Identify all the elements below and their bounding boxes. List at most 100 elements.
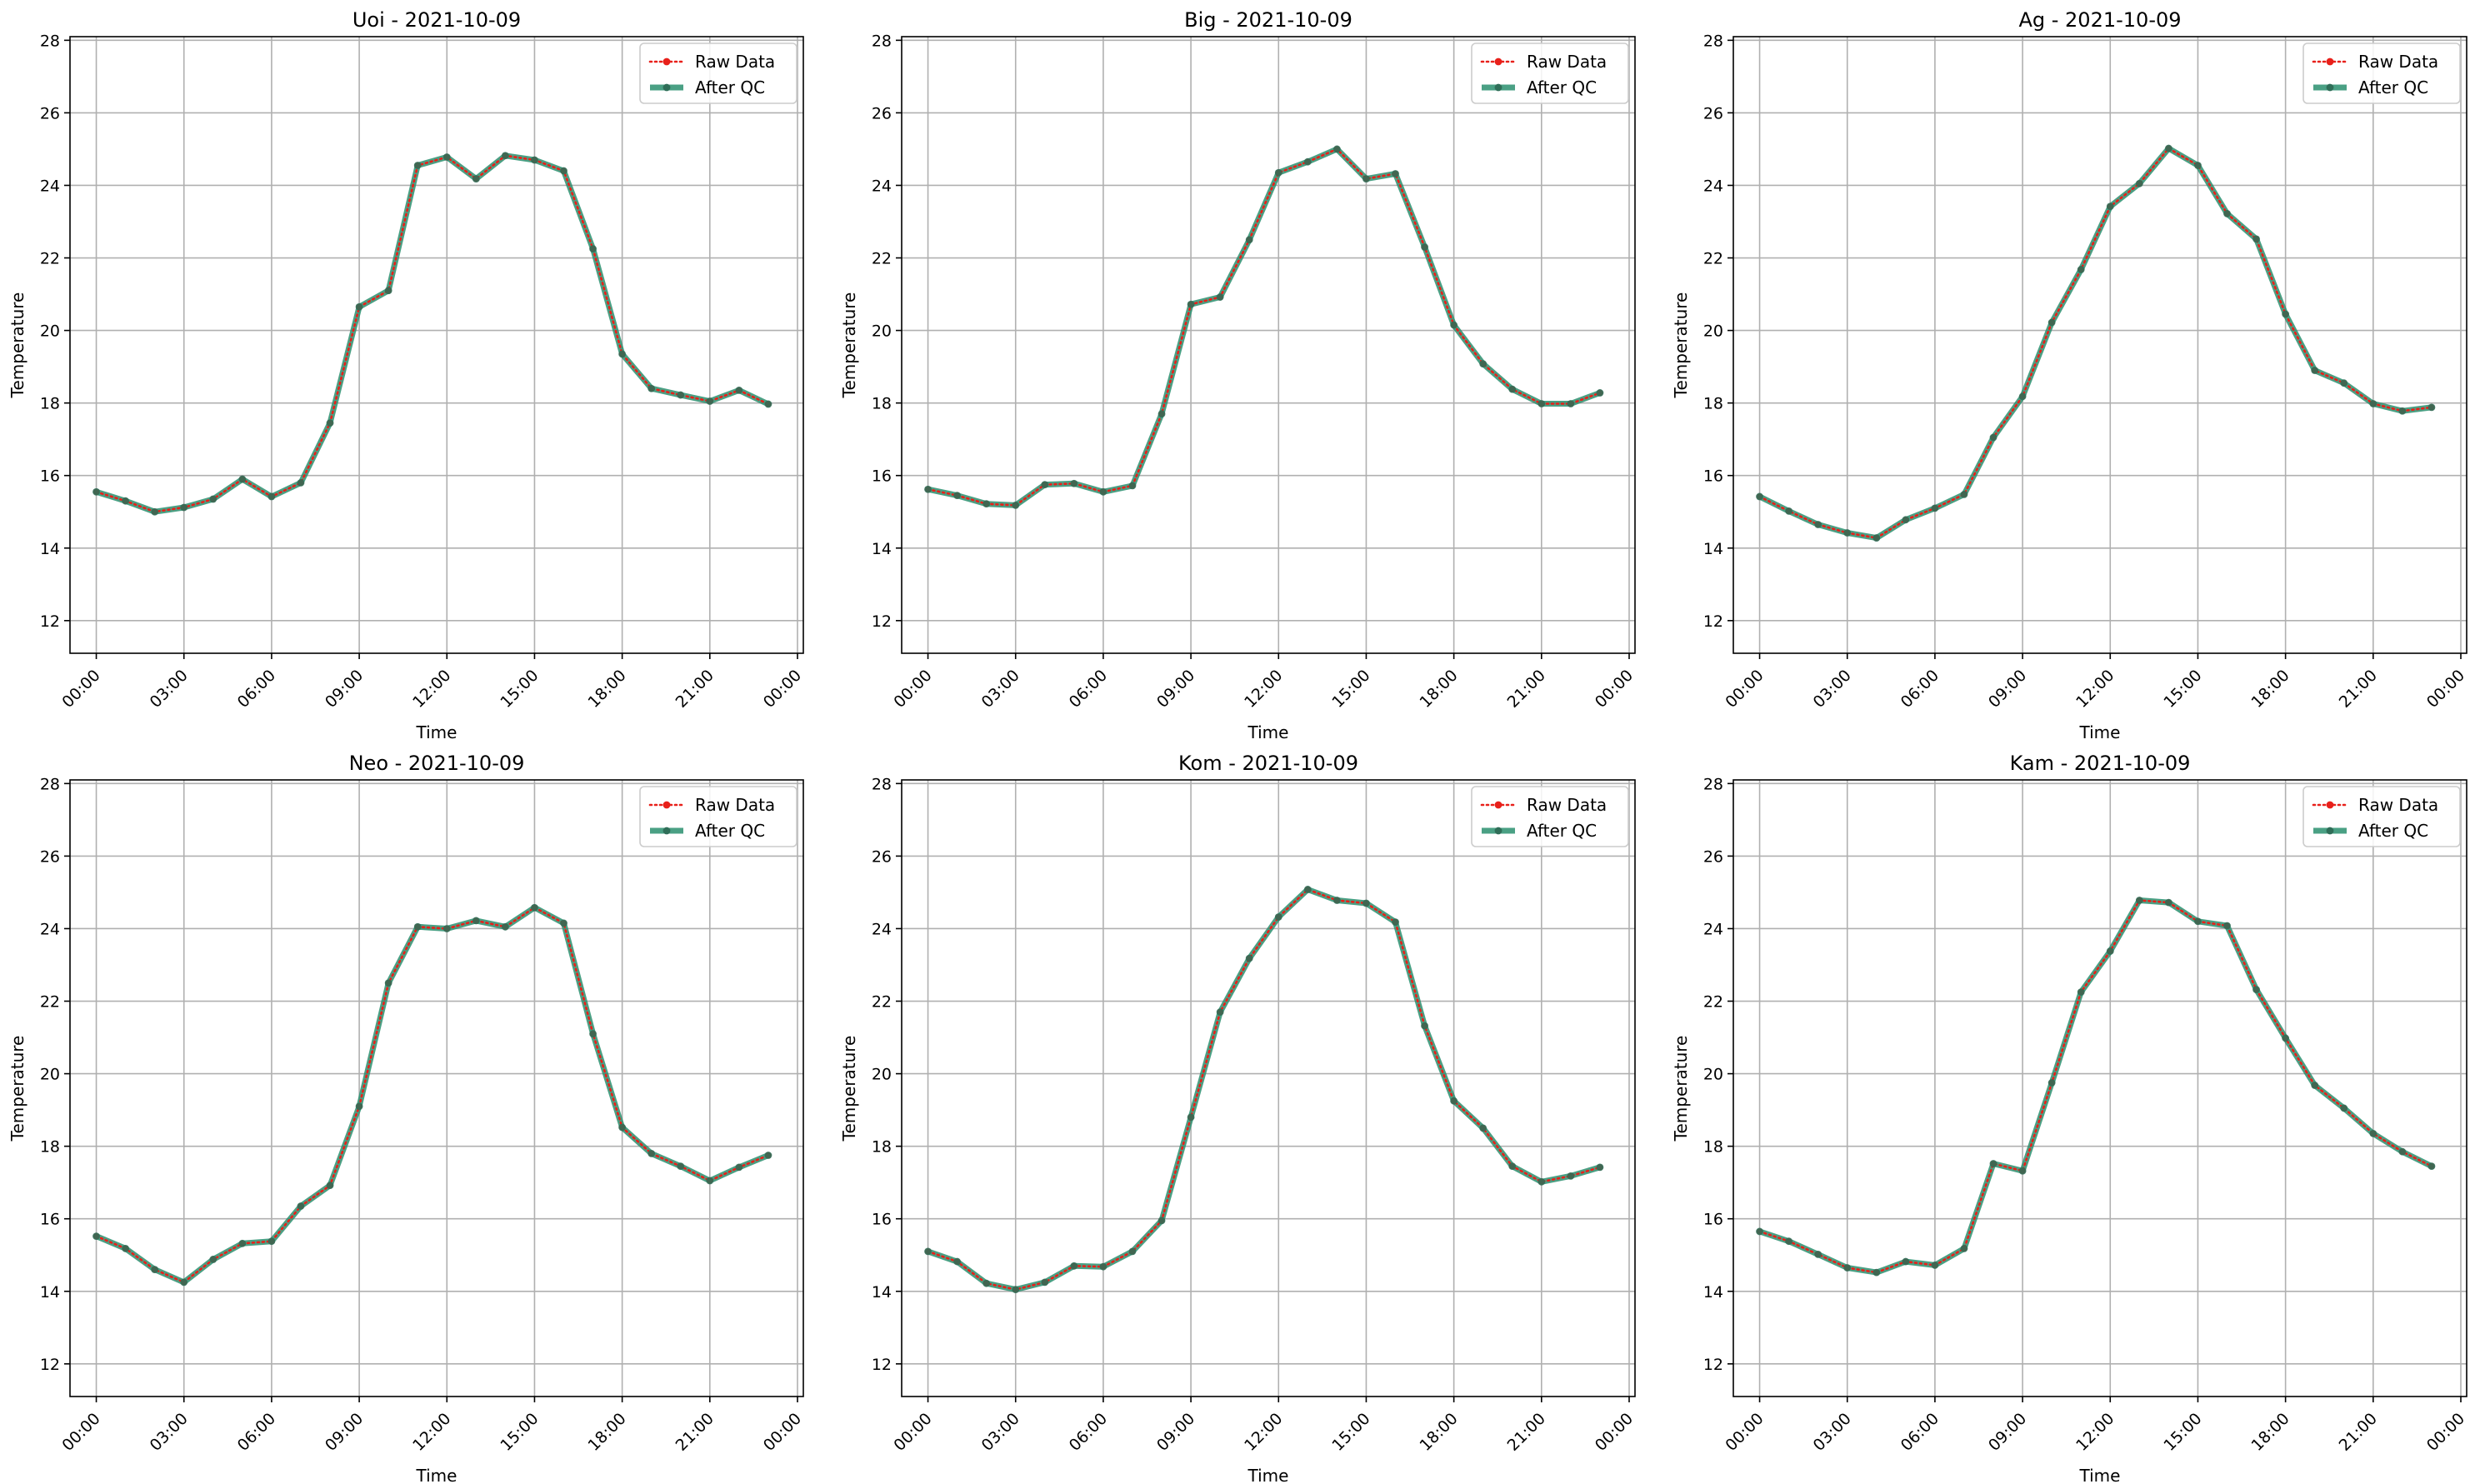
legend-raw-label: Raw Data — [2358, 795, 2438, 815]
y-tick-label: 16 — [872, 467, 892, 486]
legend: Raw Data After QC — [639, 42, 798, 104]
y-tick-label: 16 — [1703, 1211, 1723, 1229]
after-qc-point — [297, 479, 305, 487]
y-axis-label: Temperature — [8, 292, 28, 399]
y-axis-label: Temperature — [1671, 292, 1691, 399]
after-qc-point — [355, 302, 363, 311]
x-axis-label: Time — [1248, 1466, 1289, 1484]
x-tick-label: 15:00 — [1328, 1410, 1373, 1455]
y-tick-label: 26 — [872, 104, 892, 122]
series-raw-data-line — [927, 888, 1602, 1291]
x-tick-label: 06:00 — [234, 1410, 279, 1455]
x-axis-label: Time — [2079, 1466, 2121, 1484]
x-tick-label: 21:00 — [2336, 1410, 2381, 1455]
after-qc-point — [2223, 210, 2231, 217]
chart-panel-0: 00:00 03:00 06:00 09:00 12:00 15:00 18:00 21:00… — [8, 8, 805, 742]
after-qc-point — [238, 475, 247, 483]
after-qc-point — [560, 167, 568, 175]
y-tick-label: 12 — [1703, 612, 1723, 631]
y-tick-label: 16 — [1703, 467, 1723, 486]
y-tick-label: 20 — [1703, 1066, 1723, 1084]
legend-raw-marker — [2326, 57, 2334, 66]
chart-panel-5: 00:00 03:00 06:00 09:00 12:00 15:00 18:00 21:00… — [1671, 752, 2468, 1484]
series-after-qc-line — [925, 887, 1603, 1293]
series-after-qc-line — [1757, 145, 2435, 542]
after-qc-point — [2106, 947, 2114, 955]
after-qc-point — [1872, 1268, 1881, 1277]
x-tick-label: 00:00 — [58, 1410, 103, 1455]
after-qc-point — [92, 487, 100, 496]
x-tick-label: 00:00 — [890, 667, 935, 712]
y-tick-label: 20 — [40, 1066, 60, 1084]
after-qc-point — [151, 507, 159, 516]
after-qc-point — [1041, 481, 1049, 488]
x-tick-label: 21:00 — [672, 1410, 718, 1455]
y-tick-label: 28 — [1703, 775, 1723, 793]
legend: Raw Data After QC — [2302, 786, 2461, 847]
after-qc-point — [2194, 162, 2202, 169]
x-tick-label: 09:00 — [1985, 1410, 2030, 1455]
y-tick-label: 14 — [40, 540, 60, 558]
after-qc-point — [531, 903, 538, 912]
chart-title: Ag - 2021-10-09 — [2018, 8, 2181, 32]
x-tick-label: 12:00 — [409, 667, 454, 712]
after-qc-point — [2018, 392, 2027, 401]
after-qc-point — [1128, 1247, 1137, 1256]
after-qc-point — [1362, 175, 1370, 183]
x-tick-label: 00:00 — [890, 1410, 935, 1455]
after-qc-point — [589, 245, 597, 253]
chart-title: Neo - 2021-10-09 — [349, 752, 525, 775]
after-qc-point — [472, 175, 480, 183]
after-qc-point — [924, 1247, 932, 1256]
legend-raw-label: Raw Data — [695, 52, 775, 72]
after-qc-point — [1099, 1262, 1108, 1271]
series-raw-data-line — [95, 906, 770, 1284]
after-qc-point — [2135, 897, 2143, 904]
after-qc-point — [953, 492, 962, 500]
after-qc-point — [677, 391, 685, 399]
y-tick-label: 14 — [40, 1283, 60, 1302]
y-tick-label: 12 — [40, 1356, 60, 1374]
after-qc-point — [1450, 1097, 1458, 1105]
x-axis-label: Time — [2079, 722, 2121, 742]
legend-qc-marker — [2326, 83, 2334, 92]
legend: Raw Data After QC — [1471, 786, 1629, 847]
x-tick-label: 15:00 — [497, 667, 542, 712]
after-qc-point — [1216, 1008, 1224, 1016]
after-qc-point — [1012, 1286, 1020, 1293]
y-axis-label: Temperature — [8, 1036, 28, 1142]
x-tick-label: 03:00 — [1810, 667, 1855, 712]
legend: Raw Data After QC — [639, 786, 798, 847]
after-qc-point — [1567, 400, 1575, 407]
y-tick-label: 18 — [872, 395, 892, 413]
after-qc-point — [2135, 179, 2143, 187]
after-qc-point — [982, 1279, 991, 1287]
after-qc-point — [2252, 235, 2260, 243]
chart-title: Uoi - 2021-10-09 — [352, 8, 521, 32]
chart-panel-1: 00:00 03:00 06:00 09:00 12:00 15:00 18:00 21:00… — [839, 8, 1637, 742]
after-qc-point — [442, 925, 451, 932]
after-qc-point — [1303, 157, 1312, 166]
x-tick-label: 21:00 — [1504, 667, 1549, 712]
axes-frame — [1732, 36, 2468, 654]
after-qc-point — [1814, 521, 1822, 528]
after-qc-point — [1931, 504, 1939, 512]
x-tick-label: 18:00 — [584, 1410, 629, 1455]
x-tick-label: 03:00 — [147, 1410, 192, 1455]
after-qc-point — [1012, 502, 1020, 509]
after-qc-point — [1538, 400, 1546, 407]
x-tick-label: 12:00 — [409, 1410, 454, 1455]
after-qc-point — [618, 350, 627, 358]
after-qc-point — [326, 1182, 334, 1190]
legend-raw-marker — [1494, 801, 1502, 809]
legend-raw-label: Raw Data — [1527, 795, 1607, 815]
after-qc-point — [1596, 1163, 1604, 1172]
x-tick-label: 06:00 — [1066, 1410, 1111, 1455]
after-qc-point — [442, 153, 451, 161]
x-axis-label: Time — [1248, 722, 1289, 742]
legend-raw-marker — [2326, 801, 2334, 809]
x-tick-label: 18:00 — [2248, 1410, 2292, 1455]
after-qc-point — [1872, 534, 1881, 542]
after-qc-point — [1843, 1264, 1852, 1272]
